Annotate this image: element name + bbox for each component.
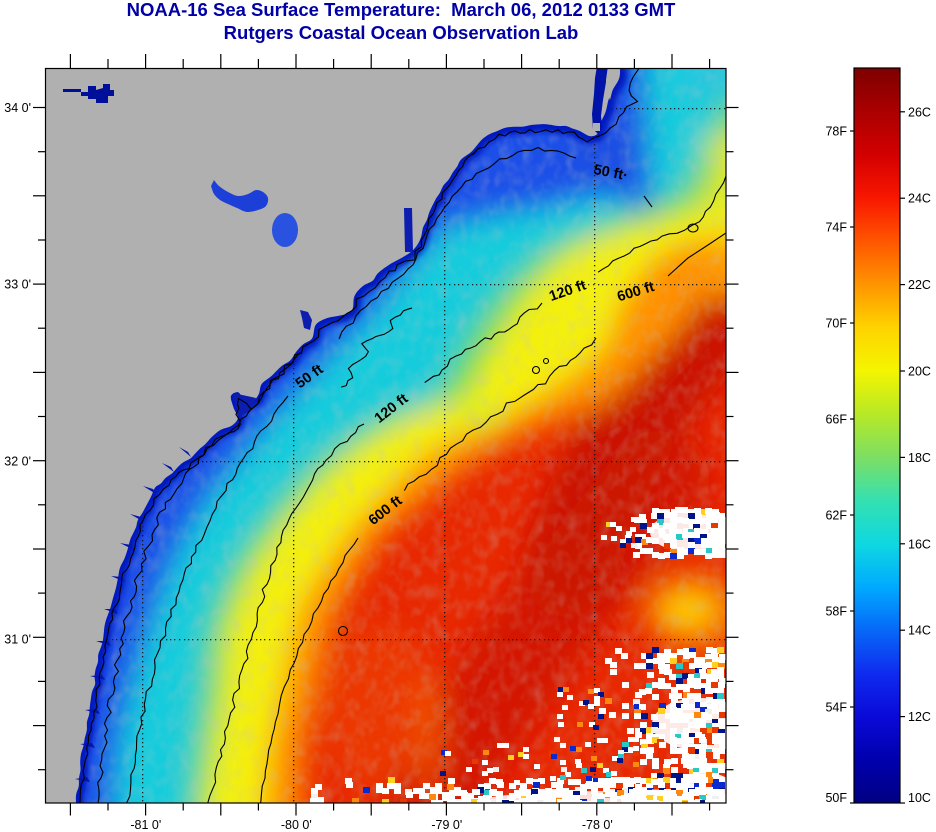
svg-text:NOAA-16 Sea Surface Temperatur: NOAA-16 Sea Surface Temperature: March 0… — [127, 0, 676, 20]
svg-text:50 ft·: 50 ft· — [592, 162, 629, 184]
svg-text:78F: 78F — [825, 125, 847, 139]
svg-text:18C: 18C — [908, 451, 931, 465]
svg-text:26C: 26C — [908, 105, 931, 119]
svg-text:54F: 54F — [825, 701, 847, 715]
svg-text:62F: 62F — [825, 509, 847, 523]
svg-text:12C: 12C — [908, 710, 931, 724]
svg-text:-81 0': -81 0' — [130, 818, 161, 832]
svg-text:Rutgers Coastal Ocean Observat: Rutgers Coastal Ocean Observation Lab — [224, 22, 579, 43]
svg-text:24C: 24C — [908, 192, 931, 206]
svg-text:20C: 20C — [908, 365, 931, 379]
svg-text:74F: 74F — [825, 221, 847, 235]
svg-text:-79 0': -79 0' — [431, 818, 462, 832]
svg-text:50F: 50F — [825, 791, 847, 805]
svg-text:66F: 66F — [825, 413, 847, 427]
svg-text:22C: 22C — [908, 278, 931, 292]
svg-text:-80 0': -80 0' — [281, 818, 312, 832]
svg-text:58F: 58F — [825, 605, 847, 619]
svg-text:10C: 10C — [908, 791, 931, 805]
svg-text:32 0': 32 0' — [4, 455, 31, 469]
svg-text:70F: 70F — [825, 317, 847, 331]
svg-text:14C: 14C — [908, 624, 931, 638]
svg-text:16C: 16C — [908, 537, 931, 551]
svg-text:-78 0': -78 0' — [582, 818, 613, 832]
svg-text:34 0': 34 0' — [4, 101, 31, 115]
svg-text:33 0': 33 0' — [4, 278, 31, 292]
svg-text:31 0': 31 0' — [4, 633, 31, 647]
